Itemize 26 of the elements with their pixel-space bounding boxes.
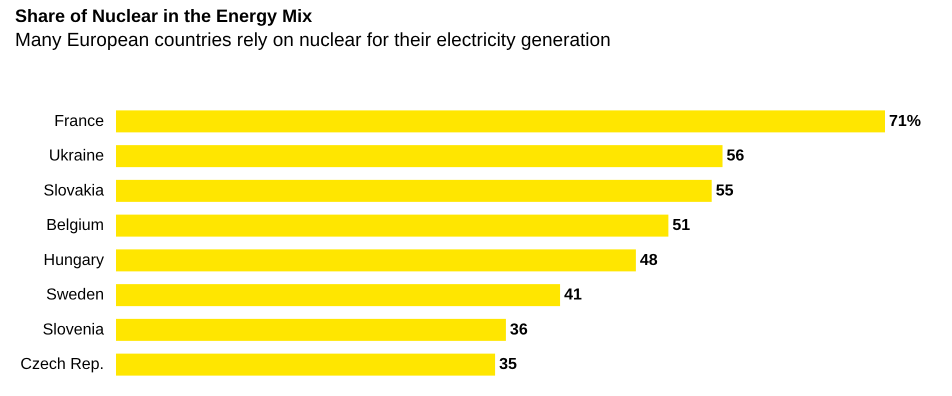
data-label: 55: [716, 182, 734, 200]
data-label: 36: [510, 321, 528, 338]
y-tick-label: Slovenia: [42, 321, 104, 338]
bar: [116, 110, 885, 132]
bar: [116, 180, 712, 202]
data-label: 71%: [889, 112, 922, 130]
data-label: 41: [564, 286, 582, 304]
y-tick-label: Sweden: [46, 286, 104, 304]
data-label: 48: [640, 252, 658, 269]
data-label: 35: [499, 356, 517, 374]
data-label: 51: [672, 217, 690, 234]
y-tick-label: Slovakia: [44, 182, 104, 200]
y-tick-label: Czech Rep.: [20, 356, 104, 374]
y-tick-label: Hungary: [44, 252, 104, 269]
chart-subtitle: Many European countries rely on nuclear for their electricity generation: [15, 30, 611, 51]
y-tick-label: France: [54, 112, 104, 130]
y-tick-label: Belgium: [46, 217, 104, 234]
bar: [116, 354, 496, 376]
bar: [116, 318, 506, 341]
y-tick-label: Ukraine: [48, 148, 104, 165]
bar: [116, 214, 668, 237]
bar: [116, 249, 636, 272]
bar: [116, 284, 560, 306]
chart-title: Share of Nuclear in the Energy Mix: [15, 6, 312, 26]
bar: [116, 145, 723, 168]
data-label: 56: [726, 148, 744, 165]
